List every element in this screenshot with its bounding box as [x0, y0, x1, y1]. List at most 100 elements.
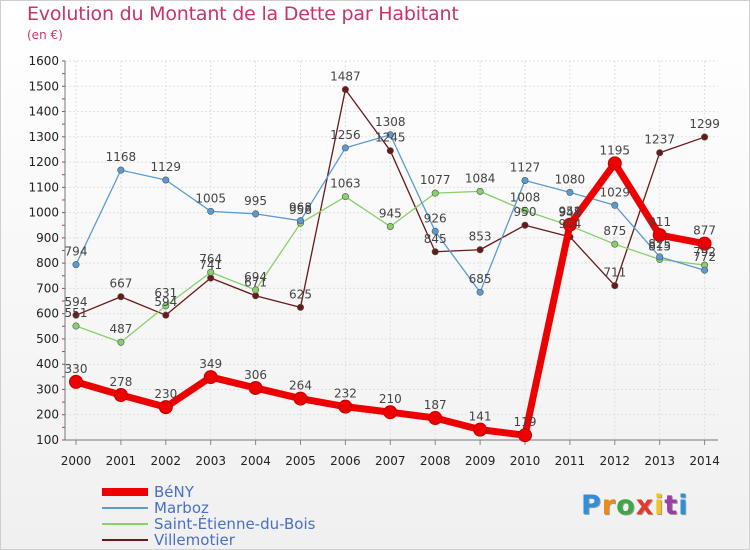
data-label: 487 [109, 322, 132, 336]
logo-letter: i [678, 490, 689, 521]
data-point [701, 266, 709, 274]
data-label: 210 [379, 392, 402, 406]
data-point [69, 374, 83, 389]
legend: BéNYMarbozSaint-Étienne-du-BoisVillemoti… [102, 483, 316, 549]
x-tick-label: 2004 [240, 454, 271, 468]
data-label: 330 [65, 362, 88, 376]
data-point [252, 286, 260, 294]
data-point [117, 338, 125, 346]
data-label: 904 [558, 217, 581, 231]
data-point [476, 288, 484, 296]
data-point [72, 311, 80, 319]
data-label: 1308 [375, 115, 406, 129]
data-point [386, 147, 394, 155]
data-label: 264 [289, 379, 312, 393]
data-label: 711 [603, 266, 626, 280]
x-tick-label: 2002 [151, 454, 182, 468]
x-tick-label: 2003 [195, 454, 226, 468]
data-point [72, 261, 80, 269]
data-label: 815 [648, 239, 671, 253]
data-label: 926 [424, 211, 447, 225]
data-point [521, 221, 529, 229]
x-tick-label: 2009 [465, 454, 496, 468]
data-point [296, 303, 304, 311]
data-point [521, 207, 529, 215]
axes: 100 200 300 400 500 600 700 800 900 1000 1100 1200 1… [28, 54, 719, 468]
data-label: 1084 [465, 171, 496, 185]
data-label: 306 [244, 368, 267, 382]
chart-title: Evolution du Montant de la Dette par Hab… [27, 3, 459, 25]
series-0 [72, 86, 709, 319]
x-tick-label: 2013 [644, 454, 675, 468]
data-label: 968 [289, 201, 312, 215]
data-label: 685 [469, 272, 492, 286]
data-point [162, 302, 170, 310]
data-point [207, 207, 215, 215]
y-tick-label: 1000 [28, 206, 59, 220]
data-point [207, 274, 215, 282]
data-label: 625 [289, 287, 312, 301]
x-tick-label: 2010 [510, 454, 541, 468]
data-point [248, 380, 263, 395]
y-tick-label: 500 [36, 332, 59, 346]
data-point [521, 177, 529, 185]
x-tick-label: 2014 [689, 454, 720, 468]
data-label: 1005 [195, 191, 226, 205]
data-point [162, 311, 170, 319]
data-point [296, 217, 304, 225]
data-labels: 594 667 594 741 671 625 1487 1245 845 853 950 904 71… [65, 70, 720, 430]
data-point [386, 222, 394, 230]
data-point [607, 156, 622, 171]
data-label: 119 [514, 415, 537, 429]
x-tick-label: 2005 [285, 454, 316, 468]
data-point [611, 282, 619, 290]
data-label: 187 [424, 398, 447, 412]
data-label: 232 [334, 387, 357, 401]
y-tick-label: 200 [36, 408, 59, 422]
data-point [252, 292, 260, 300]
data-label: 230 [154, 387, 177, 401]
data-label: 845 [424, 232, 447, 246]
data-label: 1029 [600, 185, 631, 199]
y-tick-label: 300 [36, 382, 59, 396]
data-point [566, 188, 574, 196]
y-tick-label: 600 [36, 307, 59, 321]
y-tick-label: 400 [36, 357, 59, 371]
legend-label: Marboz [154, 499, 209, 517]
logo-letter: o [616, 490, 636, 521]
data-point [562, 217, 577, 232]
data-label: 741 [199, 258, 222, 272]
data-label: 594 [65, 295, 88, 309]
data-point [113, 388, 128, 403]
data-label: 1195 [600, 143, 631, 157]
logo-letter: r [601, 490, 617, 521]
data-point [338, 399, 353, 414]
x-tick-label: 2008 [420, 454, 451, 468]
y-tick-label: 1200 [28, 155, 59, 169]
data-label: 667 [109, 277, 132, 291]
data-label: 1168 [106, 150, 137, 164]
y-tick-label: 1100 [28, 180, 59, 194]
data-point [293, 391, 308, 406]
data-label: 1245 [375, 131, 406, 145]
data-point [656, 253, 664, 261]
data-point [341, 193, 349, 201]
data-point [162, 176, 170, 184]
logo-letter: i [654, 490, 665, 521]
data-label: 1008 [510, 191, 541, 205]
y-tick-label: 1300 [28, 130, 59, 144]
y-tick-label: 1600 [28, 54, 59, 68]
data-label: 911 [648, 215, 671, 229]
data-label: 1077 [420, 173, 451, 187]
data-label: 1063 [330, 177, 361, 191]
data-point [611, 240, 619, 248]
data-point [72, 322, 80, 330]
data-label: 772 [693, 250, 716, 264]
y-tick-label: 700 [36, 281, 59, 295]
data-point [656, 149, 664, 157]
data-label: 278 [109, 375, 132, 389]
data-point [431, 248, 439, 256]
x-tick-label: 2007 [375, 454, 406, 468]
proxiti-logo: Proxiti [581, 490, 689, 521]
